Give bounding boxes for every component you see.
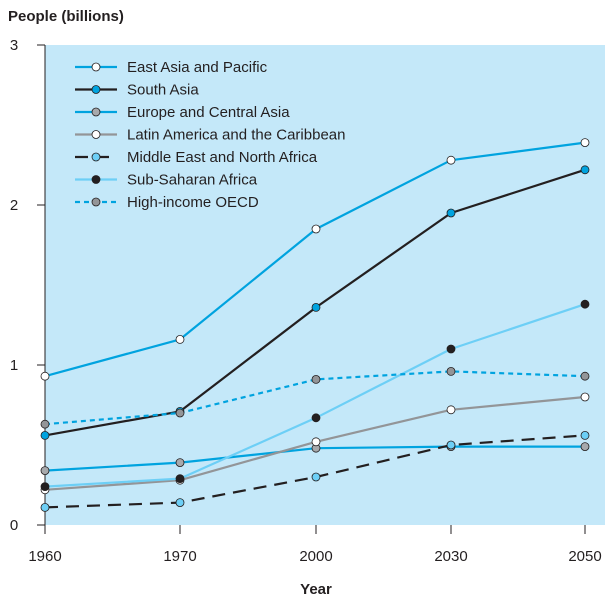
legend-label: Sub-Saharan Africa xyxy=(127,172,258,189)
legend-label: High-income OECD xyxy=(127,194,259,211)
data-point xyxy=(40,502,50,512)
plot-area xyxy=(45,45,605,525)
data-point xyxy=(175,334,185,344)
data-point xyxy=(446,155,456,165)
data-point xyxy=(311,224,321,234)
data-point xyxy=(446,440,456,450)
legend-swatch-marker xyxy=(91,175,101,184)
data-point xyxy=(446,208,456,218)
data-point xyxy=(311,413,321,423)
data-point xyxy=(580,442,590,452)
x-axis-title: Year xyxy=(300,581,332,597)
data-point xyxy=(40,430,50,440)
data-point xyxy=(580,371,590,381)
legend-swatch-marker xyxy=(91,107,101,117)
data-point xyxy=(580,299,590,309)
legend-item: Middle East and North Africa xyxy=(75,149,318,166)
data-point xyxy=(175,458,185,468)
legend-swatch-marker xyxy=(91,130,101,139)
data-point xyxy=(40,482,50,492)
y-tick-label: 2 xyxy=(10,197,18,214)
series-4 xyxy=(40,430,590,512)
y-tick-label: 0 xyxy=(10,517,18,534)
y-tick-label: 1 xyxy=(10,357,18,374)
data-point xyxy=(175,498,185,508)
legend-label: South Asia xyxy=(127,82,199,99)
data-point xyxy=(311,374,321,384)
data-point xyxy=(311,472,321,482)
legend-item: South Asia xyxy=(75,82,199,99)
data-point xyxy=(446,344,456,354)
series-3 xyxy=(40,392,590,495)
series-5 xyxy=(40,299,590,492)
data-point xyxy=(40,419,50,429)
x-axis-ticks: 1960 1970 2000 2030 2050 xyxy=(28,525,602,565)
legend-item: East Asia and Pacific xyxy=(75,59,268,76)
x-tick-label: 2030 xyxy=(434,548,467,565)
data-point xyxy=(40,466,50,476)
legend-label: Middle East and North Africa xyxy=(127,149,318,166)
legend-item: Latin America and the Caribbean xyxy=(75,127,345,144)
data-point xyxy=(580,165,590,175)
series-layer xyxy=(40,138,590,512)
legend-swatch-marker xyxy=(91,62,101,72)
legend-item: High-income OECD xyxy=(75,194,259,211)
data-point xyxy=(580,138,590,148)
x-tick-label: 1960 xyxy=(28,548,61,565)
legend-label: East Asia and Pacific xyxy=(127,59,268,76)
data-point xyxy=(311,437,321,447)
legend-item: Europe and Central Asia xyxy=(75,104,290,121)
legend: East Asia and Pacific South Asia Europe an… xyxy=(75,59,345,211)
data-point xyxy=(40,371,50,381)
data-point xyxy=(580,430,590,440)
x-tick-label: 2050 xyxy=(568,548,601,565)
legend-swatch-marker xyxy=(91,197,101,207)
x-tick-label: 1970 xyxy=(163,548,196,565)
series-6 xyxy=(40,366,590,429)
data-point xyxy=(580,392,590,402)
data-point xyxy=(175,408,185,418)
data-point xyxy=(175,474,185,484)
data-point xyxy=(446,366,456,376)
legend-label: Europe and Central Asia xyxy=(127,104,290,121)
series-line xyxy=(44,370,586,426)
legend-swatch-marker xyxy=(91,85,101,94)
series-0 xyxy=(40,138,590,381)
legend-item: Sub-Saharan Africa xyxy=(75,172,258,189)
x-tick-label: 2000 xyxy=(299,548,332,565)
data-point xyxy=(446,405,456,415)
y-axis-title: People (billions) xyxy=(8,8,124,25)
data-point xyxy=(311,302,321,312)
y-axis-ticks: 0 1 2 3 xyxy=(10,37,45,534)
y-tick-label: 3 xyxy=(10,37,18,54)
legend-swatch-marker xyxy=(91,152,101,162)
legend-label: Latin America and the Caribbean xyxy=(127,127,345,144)
